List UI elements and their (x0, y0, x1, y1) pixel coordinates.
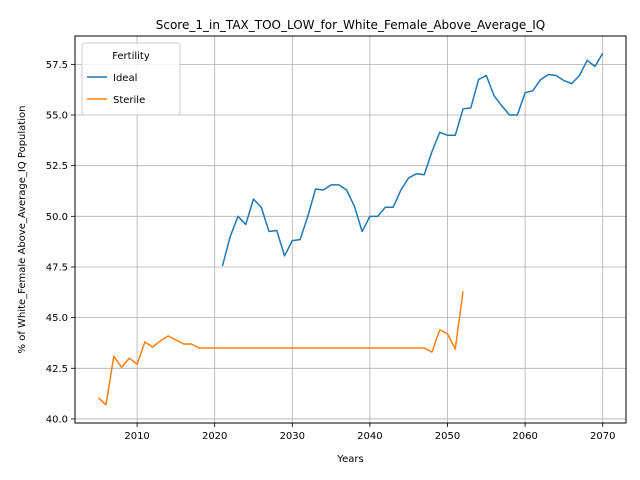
x-tick-label: 2010 (124, 431, 149, 442)
y-tick-label: 50.0 (46, 212, 68, 223)
x-tick-label: 2030 (280, 431, 305, 442)
y-tick-label: 40.0 (46, 414, 68, 425)
x-tick-label: 2050 (435, 431, 460, 442)
series-line-sterile (97, 291, 464, 406)
series-line-ideal (221, 52, 604, 267)
axis-ticks: 2010 2020 2030 2040 2050 2060 2070 40.0 42.5 45.0… (46, 60, 616, 442)
y-tick-label: 52.5 (46, 161, 68, 172)
y-tick-label: 42.5 (46, 364, 68, 375)
x-tick-label: 2060 (512, 431, 537, 442)
x-axis-label: Years (336, 454, 363, 465)
y-axis-label: % of White_Female Above_Average_IQ Popul… (17, 106, 28, 354)
legend-label-sterile: Sterile (113, 95, 145, 106)
legend-title: Fertility (112, 51, 150, 62)
legend-box (81, 42, 181, 116)
plot-frame (74, 35, 627, 424)
series-lines (97, 52, 604, 406)
y-tick-label: 55.0 (46, 111, 68, 122)
x-tick-label: 2040 (357, 431, 382, 442)
x-tick-label: 2020 (202, 431, 227, 442)
legend: Fertility Ideal Sterile (81, 42, 181, 116)
y-tick-label: 45.0 (46, 313, 68, 324)
y-tick-label: 57.5 (46, 60, 68, 71)
x-tick-label: 2070 (590, 431, 615, 442)
chart-title: Score_1_in_TAX_TOO_LOW_for_White_Female_… (156, 18, 546, 32)
legend-label-ideal: Ideal (113, 73, 137, 84)
grid-lines (75, 36, 626, 423)
y-tick-label: 47.5 (46, 262, 68, 273)
